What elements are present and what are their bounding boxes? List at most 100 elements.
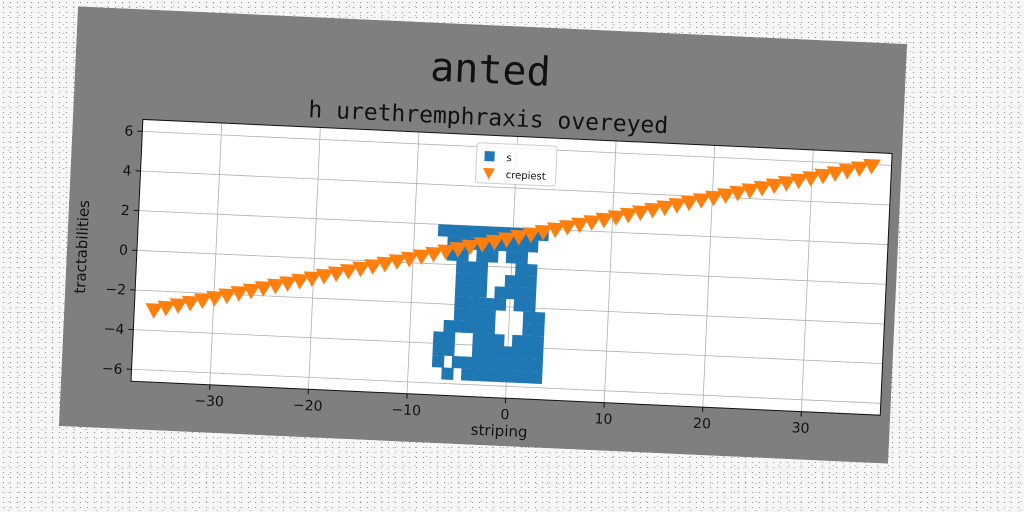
data-point-crepiest — [485, 234, 504, 251]
data-point-s — [465, 261, 479, 274]
data-point-s — [515, 263, 528, 277]
x-tick-label: 30 — [791, 420, 810, 437]
data-point-s — [510, 358, 524, 372]
data-point-s — [520, 359, 534, 372]
x-tick-label: −30 — [194, 393, 224, 410]
data-point-s — [493, 298, 507, 311]
data-point-s — [521, 335, 535, 348]
data-point-crepiest — [522, 227, 541, 244]
data-point-s — [486, 250, 499, 263]
data-point-s — [471, 356, 484, 370]
data-point-s — [453, 308, 467, 321]
data-point-crepiest — [753, 180, 772, 197]
data-point-crepiest — [437, 244, 456, 261]
data-point-crepiest — [510, 229, 529, 246]
data-point-s — [481, 345, 495, 358]
data-point-crepiest — [777, 175, 796, 192]
data-point-crepiest — [850, 161, 869, 177]
data-point-crepiest — [668, 197, 687, 214]
data-point-s — [511, 334, 525, 348]
data-point-s — [490, 369, 504, 383]
data-point-s — [531, 335, 545, 349]
x-axis-label: striping — [470, 421, 528, 442]
data-point-crepiest — [157, 300, 176, 317]
data-point-crepiest — [206, 290, 225, 307]
data-point-s — [500, 370, 513, 383]
data-point-s — [532, 311, 546, 325]
data-point-s — [526, 240, 539, 253]
data-point-s — [454, 284, 468, 298]
data-point-s — [522, 311, 536, 325]
data-point-crepiest — [266, 278, 285, 295]
data-point-crepiest — [863, 158, 882, 175]
data-point-crepiest — [534, 224, 553, 241]
data-point-s — [514, 275, 528, 288]
y-tick-label: −2 — [105, 282, 126, 299]
data-point-s — [442, 343, 455, 357]
data-point-s — [520, 371, 533, 384]
data-point-crepiest — [303, 271, 322, 288]
x-tick-label: 0 — [500, 407, 510, 423]
data-point-s — [451, 355, 465, 369]
data-point-crepiest — [425, 246, 444, 263]
data-point-crepiest — [461, 239, 480, 256]
data-point-crepiest — [315, 268, 334, 285]
data-point-crepiest — [644, 202, 663, 219]
data-point-s — [453, 320, 466, 333]
legend-marker-s — [484, 150, 495, 162]
data-point-s — [475, 261, 489, 275]
data-point-s — [447, 224, 461, 238]
y-tick-label: 2 — [120, 203, 130, 219]
data-point-s — [522, 323, 535, 336]
chart-title: anted — [429, 44, 551, 95]
data-point-s — [474, 285, 488, 299]
data-point-s — [483, 297, 497, 311]
y-tick-label: 0 — [119, 243, 129, 259]
data-point-s — [491, 345, 505, 359]
data-point-crepiest — [291, 273, 310, 290]
data-point-s — [515, 251, 529, 265]
data-point-s — [465, 273, 478, 286]
data-point-crepiest — [388, 254, 407, 270]
data-point-s — [432, 331, 446, 344]
y-gridline — [136, 249, 887, 285]
data-point-s — [431, 355, 445, 368]
y-tick-label: −4 — [103, 321, 124, 338]
data-point-crepiest — [230, 285, 249, 302]
data-point-s — [464, 296, 477, 310]
data-point-crepiest — [814, 168, 833, 185]
data-point-s — [500, 358, 514, 371]
data-point-s — [463, 320, 476, 334]
data-point-s — [472, 333, 485, 346]
data-point-crepiest — [169, 298, 188, 314]
data-point-crepiest — [473, 237, 492, 253]
data-point-crepiest — [729, 185, 748, 202]
data-point-s — [524, 275, 537, 289]
scatter-chart: anted h urethremphraxis overeyed −30 −20−… — [58, 6, 908, 464]
data-point-s — [523, 299, 536, 313]
data-point-crepiest — [583, 215, 602, 231]
data-point-s — [521, 347, 534, 360]
data-point-s — [483, 309, 496, 323]
data-point-crepiest — [558, 219, 577, 236]
data-point-s — [529, 371, 543, 384]
data-point-s — [510, 370, 523, 384]
data-point-crepiest — [802, 171, 821, 187]
data-point-crepiest — [619, 207, 638, 224]
data-point-crepiest — [352, 261, 371, 278]
data-point-s — [455, 272, 468, 286]
data-point-crepiest — [765, 178, 784, 195]
data-point-crepiest — [193, 293, 212, 310]
data-point-crepiest — [218, 288, 237, 305]
data-point-s — [473, 309, 487, 322]
x-tick-label: 20 — [693, 416, 712, 433]
y-gridline — [140, 170, 890, 206]
data-point-s — [530, 359, 543, 373]
data-point-s — [441, 367, 454, 380]
data-point-crepiest — [607, 210, 626, 226]
data-point-crepiest — [838, 163, 857, 180]
data-point-crepiest — [546, 222, 565, 239]
data-point-s — [504, 274, 518, 288]
data-point-crepiest — [692, 193, 711, 209]
data-point-s — [513, 287, 527, 300]
